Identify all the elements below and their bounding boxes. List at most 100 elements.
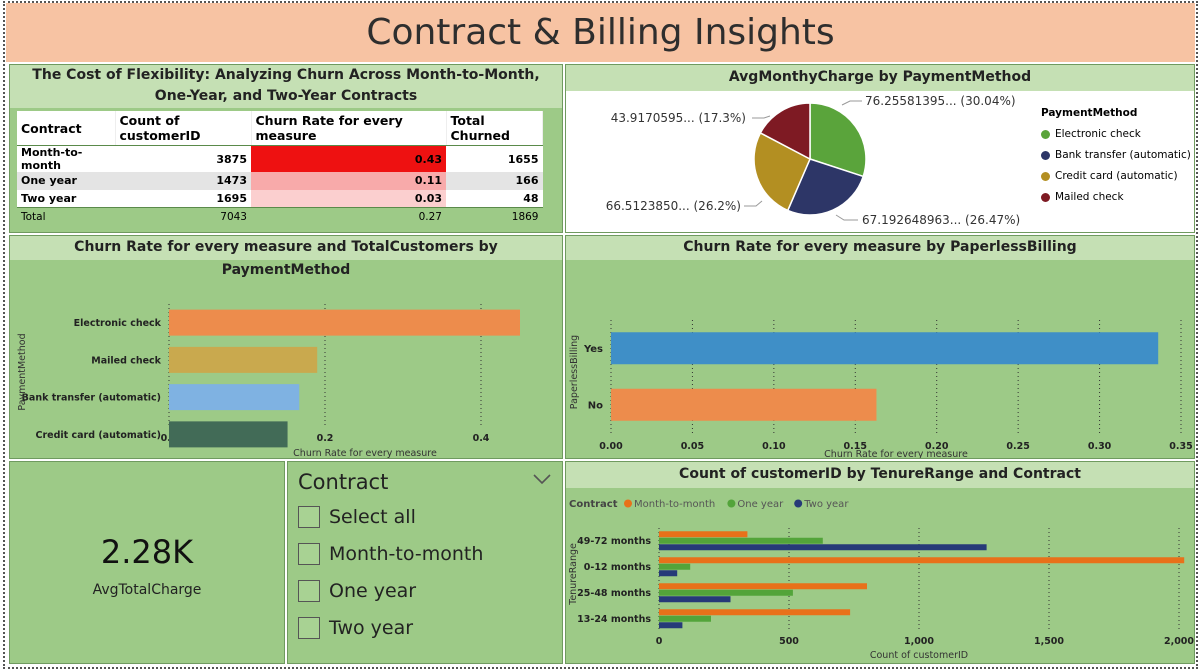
tenure-bar [659,615,711,622]
payment-bar [169,346,318,373]
col-churned[interactable]: Total Churned [446,111,543,146]
paperless-category-label: No [588,400,603,411]
slicer-option-month-to-month[interactable]: Month-to-month [298,543,483,565]
cell-count: 1695 [115,189,251,207]
payment-churn-panel: Churn Rate for every measure and TotalCu… [9,235,563,459]
legend-dot-icon [1041,150,1050,160]
slicer-option-two-year[interactable]: Two year [298,617,413,639]
tenure-bar [659,596,731,603]
tenure-bar [659,583,867,590]
cell-rate: 0.43 [251,145,446,172]
legend-item-mailed-check[interactable]: Mailed check [1041,191,1191,203]
tenure-tick-label: 1,500 [1034,636,1064,647]
cell-churned: 166 [446,172,543,190]
tenure-bar [659,570,678,577]
legend-item-bank-transfer[interactable]: Bank transfer (automatic) [1041,149,1191,161]
pie-slice-mailed-check [759,102,811,161]
page-title: Contract & Billing Insights [366,12,835,53]
cell-contract: One year [17,172,115,190]
tenure-bar [659,557,1185,564]
tenure-y-axis-label: TenureRange [568,543,579,606]
legend-label: Credit card (automatic) [1055,170,1178,182]
pie-label-bank-transfer: 67.192648963... (26.47%) [862,213,1020,227]
chevron-down-icon[interactable] [533,473,551,485]
cell-contract: Month-to-month [17,145,115,172]
legend-label: Electronic check [1055,128,1141,140]
paperless-tick-label: 0.05 [681,441,704,452]
tenure-bar [659,622,683,629]
tenure-legend-dot-icon [794,499,803,508]
payment-category-label: Bank transfer (automatic) [22,393,161,404]
tenure-tick-label: 1,000 [904,636,934,647]
cell-churned: 48 [446,189,543,207]
legend-dot-icon [1041,192,1050,202]
tenure-panel-title: Count of customerID by TenureRange and C… [566,462,1194,488]
paperless-bar [611,388,877,421]
paperless-tick-label: 0.30 [1088,441,1112,452]
checkbox-icon[interactable] [298,543,320,565]
card-label: AvgTotalCharge [92,582,202,598]
tenure-bar [659,537,823,544]
tenure-legend-title: Contract [569,499,618,510]
contract-slicer [287,461,563,664]
table-row[interactable]: Two year 1695 0.03 48 [17,189,543,207]
cell-rate: 0.03 [251,189,446,207]
tenure-legend-dot-icon [624,499,632,508]
payment-bar [169,309,520,336]
paperless-panel-title: Churn Rate for every measure by Paperles… [566,236,1194,260]
col-rate[interactable]: Churn Rate for every measure [251,111,447,146]
pie-slice-electronic-check [809,102,867,178]
paperless-tick-label: 0.25 [1006,441,1029,452]
slicer-option-label: Two year [329,617,414,639]
table-total-row: Total 7043 0.27 1869 [17,206,543,226]
pie-label-electronic-check: 76.25581395... (30.04%) [865,94,1016,108]
table-panel-title: The Cost of Flexibility: Analyzing Churn… [10,65,562,108]
legend-item-credit-card[interactable]: Credit card (automatic) [1041,170,1191,182]
total-rate: 0.27 [251,206,446,226]
paperless-churn-chart: 0.00 0.05 0.10 0.15 0.20 0.25 0.30 0.35 Yes No Chu… [569,320,1193,458]
col-count[interactable]: Count of customerID [115,111,252,146]
checkbox-icon[interactable] [298,617,320,639]
paperless-tick-label: 0.15 [844,441,867,452]
paperless-tick-label: 0.00 [599,441,623,452]
checkbox-icon[interactable] [298,580,320,602]
table-row[interactable]: One year 1473 0.11 166 [17,172,543,190]
cell-count: 3875 [115,145,251,172]
tenure-bar [659,531,748,538]
tenure-legend-label: Two year [803,499,849,510]
pie-label-credit-card-leader [744,200,763,207]
tenure-panel: Count of customerID by TenureRange and C… [565,461,1195,664]
col-contract[interactable]: Contract [17,111,116,146]
cell-churned: 1655 [446,145,543,172]
tenure-tick-label: 500 [779,636,799,647]
contract-table: Contract Count of customerID Churn Rate … [17,111,543,226]
paperless-tick-label: 0.35 [1169,441,1192,452]
tenure-bar [659,544,987,551]
slicer-option-label: Month-to-month [329,543,484,565]
legend-item-electronic-check[interactable]: Electronic check [1041,128,1191,140]
slicer-option-select-all[interactable]: Select all [298,506,416,528]
payment-bar [169,384,300,411]
paperless-y-axis-label: PaperlessBilling [569,335,580,409]
slicer-option-one-year[interactable]: One year [298,580,416,602]
tenure-category-label: 0-12 months [584,562,652,573]
tenure-category-label: 49-72 months [577,536,651,547]
dashboard-header: Contract & Billing Insights [6,3,1195,62]
total-churned: 1869 [446,206,543,226]
tenure-category-label: 25-48 months [577,588,651,599]
pie-chart: 76.25581395... (30.04%) 67.192648963... (… [606,94,1020,227]
table-row[interactable]: Month-to-month 3875 0.43 1655 [17,145,543,172]
pie-label-mailed-check: 43.9170595... (17.3%) [611,111,746,125]
cell-rate: 0.11 [251,172,446,190]
legend-dot-icon [1041,129,1050,139]
pie-panel-title: AvgMonthyCharge by PaymentMethod [566,65,1194,91]
checkbox-icon[interactable] [298,506,320,528]
paperless-churn-panel: Churn Rate for every measure by Paperles… [565,235,1195,459]
total-label: Total [17,206,115,226]
paperless-tick-label: 0.20 [925,441,949,452]
total-count: 7043 [115,206,251,226]
pie-label-mailed-check-leader [752,115,771,119]
tenure-bar [659,589,793,596]
tenure-bar [659,563,691,570]
